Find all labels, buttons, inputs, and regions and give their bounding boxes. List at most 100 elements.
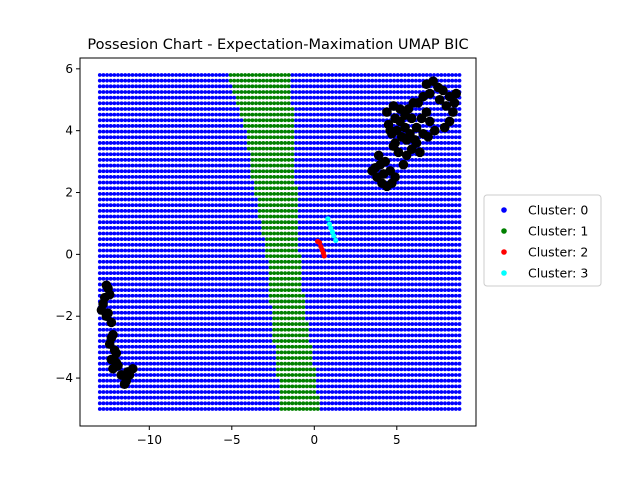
cluster-0-point: [301, 225, 306, 230]
cluster-0-point: [450, 288, 455, 293]
cluster-0-point: [315, 367, 320, 372]
cluster-0-point: [439, 169, 444, 174]
cluster-0-point: [257, 276, 262, 281]
cluster-0-point: [130, 124, 135, 128]
cluster-0-point: [439, 265, 444, 270]
cluster-0-point: [196, 225, 200, 230]
cluster-0-point: [141, 395, 146, 400]
cluster-0-point: [359, 214, 364, 219]
cluster-0-point: [206, 118, 211, 123]
cluster-0-point: [352, 282, 357, 287]
cluster-0-point: [406, 276, 411, 281]
cluster-0-point: [203, 158, 208, 162]
cluster-0-point: [145, 282, 149, 287]
cluster-0-point: [257, 322, 262, 326]
cluster-0-point: [137, 373, 142, 377]
cluster-0-point: [145, 107, 149, 111]
cluster-0-point: [432, 276, 436, 281]
cluster-0-point: [377, 367, 382, 372]
cluster-0-point: [188, 135, 193, 140]
cluster-0-point: [268, 344, 273, 349]
cluster-0-point: [141, 214, 146, 219]
cluster-0-point: [457, 152, 462, 157]
cluster-0-point: [192, 344, 197, 349]
cluster-0-point: [145, 254, 149, 259]
cluster-0-point: [406, 237, 411, 242]
cluster-0-point: [384, 225, 389, 230]
cluster-0-point: [214, 293, 218, 298]
cluster-0-point: [148, 384, 153, 389]
cluster-0-point: [319, 152, 324, 157]
cluster-0-point: [166, 265, 171, 270]
cluster-0-point: [388, 395, 393, 400]
cluster-0-point: [446, 191, 451, 196]
cluster-0-point: [156, 322, 160, 326]
cluster-0-point: [410, 175, 415, 179]
cluster-0-point: [268, 350, 273, 355]
cluster-0-point: [330, 214, 335, 219]
cluster-0-point: [439, 248, 444, 253]
cluster-0-point: [443, 248, 447, 253]
cluster-0-point: [315, 293, 320, 298]
cluster-0-point: [108, 225, 113, 230]
cluster-0-point: [381, 395, 386, 400]
cluster-0-point: [141, 220, 146, 225]
cluster-0-point: [214, 407, 218, 411]
cluster-0-point: [181, 163, 186, 168]
cluster-0-point: [192, 248, 197, 253]
cluster-0-point: [453, 316, 458, 321]
cluster-0-point: [355, 163, 360, 168]
cluster-0-point: [137, 169, 142, 174]
cluster-0-point: [348, 95, 353, 100]
cluster-0-point: [352, 107, 357, 111]
cluster-0-point: [254, 214, 258, 219]
cluster-0-point: [457, 197, 462, 202]
cluster-0-point: [119, 191, 124, 196]
cluster-0-point: [214, 180, 218, 185]
cluster-0-point: [163, 95, 168, 100]
cluster-0-point: [315, 288, 320, 293]
cluster-0-point: [344, 101, 349, 106]
cluster-0-point: [163, 327, 168, 332]
cluster-0-point: [406, 259, 411, 264]
cluster-0-point: [435, 220, 440, 225]
cluster-0-point: [188, 333, 193, 338]
cluster-0-point: [203, 282, 208, 287]
cluster-0-point: [384, 356, 389, 360]
cluster-0-point: [199, 163, 204, 168]
cluster-0-point: [257, 293, 262, 298]
cluster-0-point: [326, 152, 331, 157]
cluster-0-point: [177, 395, 182, 400]
cluster-0-point: [232, 129, 237, 134]
cluster-0-point: [352, 327, 357, 332]
cluster-0-point: [206, 237, 211, 242]
cluster-0-point: [305, 288, 309, 293]
cluster-0-point: [308, 203, 313, 208]
cluster-0-point: [312, 293, 317, 298]
cluster-0-point: [312, 186, 317, 191]
cluster-0-point: [435, 339, 440, 343]
cluster-0-point: [145, 395, 149, 400]
cluster-0-point: [359, 322, 364, 326]
cluster-0-point: [352, 225, 357, 230]
cluster-0-point: [243, 310, 248, 315]
cluster-0-point: [148, 344, 153, 349]
cluster-0-point: [428, 180, 433, 185]
cluster-0-point: [377, 390, 382, 394]
cluster-0-point: [334, 356, 338, 360]
cluster-0-point: [235, 322, 240, 326]
cluster-0-point: [192, 231, 197, 236]
cluster-0-point: [384, 95, 389, 100]
cluster-0-point: [395, 220, 400, 225]
cluster-0-point: [334, 327, 338, 332]
cluster-0-point: [417, 259, 422, 264]
cluster-0-point: [214, 265, 218, 270]
cluster-0-point: [97, 401, 102, 406]
cluster-0-point: [159, 390, 164, 394]
cluster-0-point: [130, 220, 135, 225]
cluster-0-point: [196, 395, 200, 400]
cluster-0-point: [435, 169, 440, 174]
cluster-0-point: [432, 378, 436, 383]
cluster-0-point: [112, 208, 117, 213]
cluster-0-point: [126, 124, 131, 128]
